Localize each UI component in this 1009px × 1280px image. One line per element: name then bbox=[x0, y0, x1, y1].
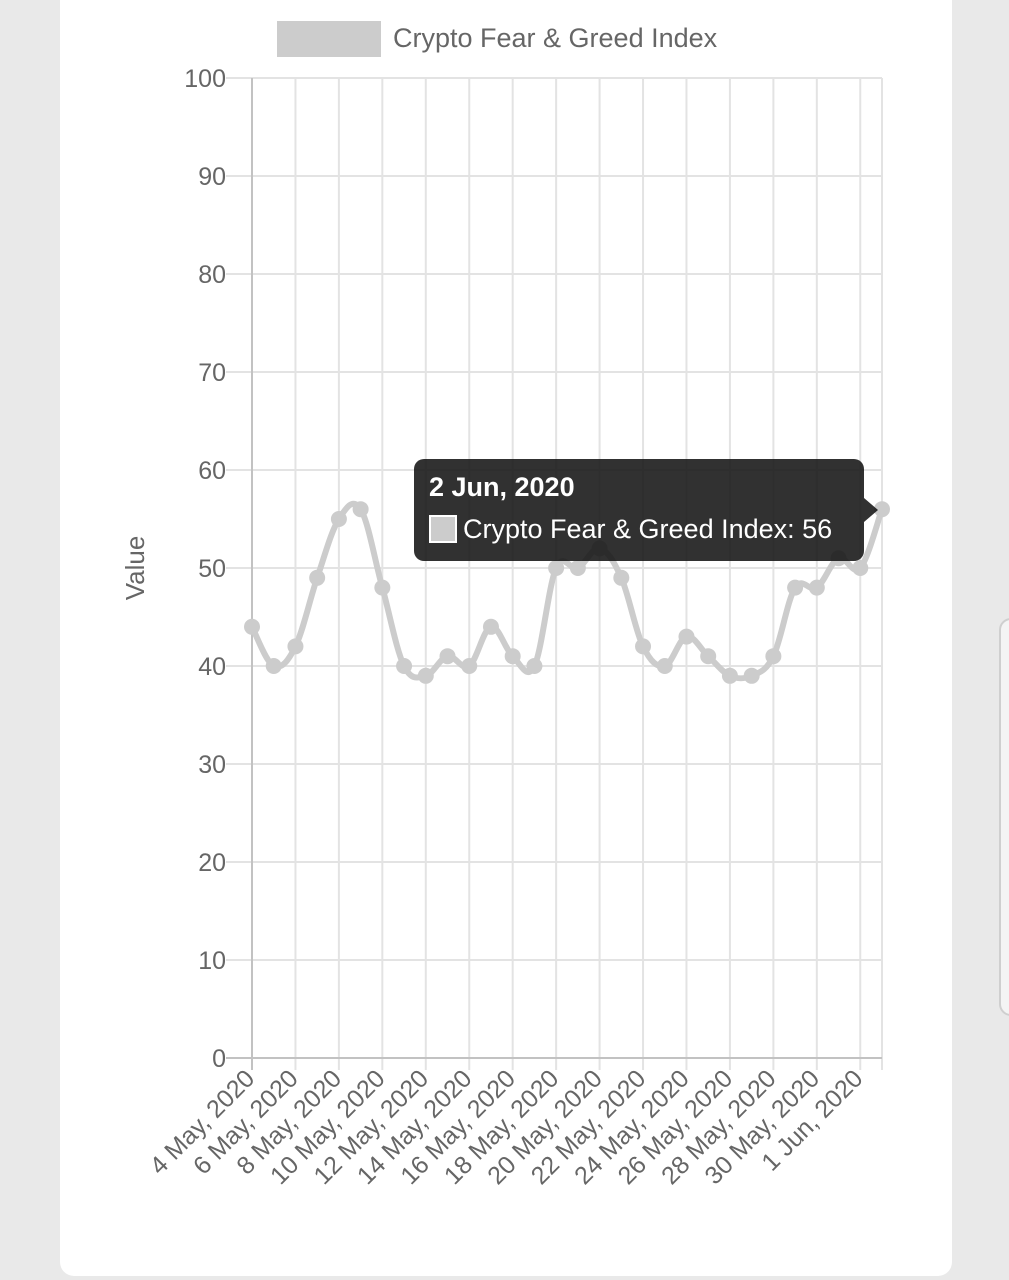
data-point[interactable] bbox=[678, 628, 695, 645]
data-point[interactable] bbox=[482, 618, 499, 635]
tooltip-title: 2 Jun, 2020 bbox=[429, 472, 575, 502]
data-point[interactable] bbox=[613, 569, 630, 586]
tooltip-color-swatch bbox=[429, 515, 457, 543]
edge-panel-handle[interactable] bbox=[999, 618, 1009, 1016]
y-tick-label: 0 bbox=[212, 1045, 226, 1073]
y-tick-label: 40 bbox=[198, 653, 226, 681]
y-tick-labels: 0 10 20 30 40 50 60 70 80 90 100 bbox=[184, 65, 226, 1073]
legend-label[interactable]: Crypto Fear & Greed Index bbox=[393, 23, 718, 53]
y-tick-label: 70 bbox=[198, 359, 226, 387]
axes bbox=[226, 78, 882, 1070]
data-point[interactable] bbox=[526, 658, 543, 674]
data-point[interactable] bbox=[721, 667, 738, 684]
data-point[interactable] bbox=[396, 658, 413, 674]
data-point[interactable] bbox=[852, 560, 869, 576]
chart-card bbox=[60, 0, 952, 1276]
data-point[interactable] bbox=[874, 501, 890, 518]
tooltip-label: Crypto Fear & Greed Index: 56 bbox=[463, 514, 833, 544]
data-point[interactable] bbox=[287, 638, 304, 655]
y-tick-label: 90 bbox=[198, 163, 226, 191]
y-tick-label: 10 bbox=[198, 947, 226, 975]
data-point[interactable] bbox=[504, 648, 521, 665]
data-point[interactable] bbox=[635, 638, 652, 655]
y-tick-label: 80 bbox=[198, 261, 226, 289]
data-point[interactable] bbox=[743, 667, 760, 684]
tooltip-row: Crypto Fear & Greed Index: 56 bbox=[429, 513, 849, 545]
legend[interactable]: Crypto Fear & Greed Index bbox=[277, 21, 718, 57]
tooltip-caret bbox=[864, 498, 878, 522]
data-point[interactable] bbox=[656, 658, 673, 674]
data-point[interactable] bbox=[244, 618, 260, 635]
data-point[interactable] bbox=[787, 579, 804, 596]
data-point[interactable] bbox=[765, 648, 782, 665]
data-point[interactable] bbox=[330, 511, 347, 527]
y-tick-label: 50 bbox=[198, 555, 226, 583]
legend-swatch bbox=[277, 21, 381, 57]
y-tick-label: 100 bbox=[184, 65, 226, 93]
data-point[interactable] bbox=[808, 579, 825, 596]
data-point[interactable] bbox=[309, 569, 326, 586]
data-point[interactable] bbox=[265, 658, 282, 674]
tooltip: 2 Jun, 2020 Crypto Fear & Greed Index: 5… bbox=[414, 459, 864, 561]
y-tick-label: 30 bbox=[198, 751, 226, 779]
data-point[interactable] bbox=[374, 579, 391, 596]
data-point[interactable] bbox=[417, 667, 434, 684]
data-point[interactable] bbox=[439, 648, 456, 665]
y-tick-label: 20 bbox=[198, 849, 226, 877]
data-point[interactable] bbox=[352, 501, 369, 518]
grid-lines bbox=[226, 77, 883, 1070]
data-point[interactable] bbox=[569, 560, 586, 576]
data-point[interactable] bbox=[461, 658, 478, 674]
y-axis-title: Value bbox=[120, 536, 150, 601]
data-point[interactable] bbox=[700, 648, 717, 665]
data-point[interactable] bbox=[548, 560, 565, 576]
y-tick-label: 60 bbox=[198, 457, 226, 485]
